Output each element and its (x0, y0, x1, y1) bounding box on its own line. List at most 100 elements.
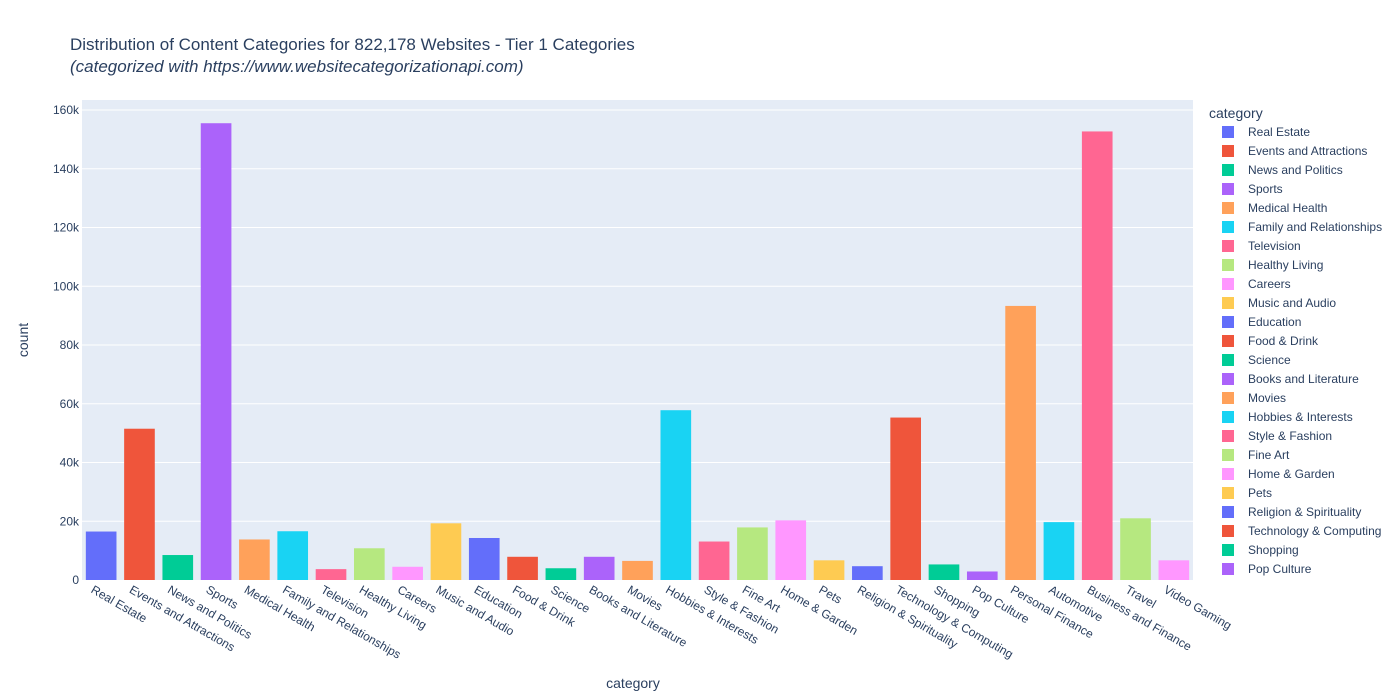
bar[interactable] (468, 537, 500, 580)
legend-swatch (1222, 411, 1234, 423)
legend-swatch (1222, 221, 1234, 233)
bar[interactable] (124, 428, 155, 580)
y-tick-label: 120k (53, 221, 80, 235)
legend-label: Sports (1248, 182, 1283, 196)
legend-label: News and Politics (1248, 163, 1343, 177)
bar[interactable] (890, 417, 921, 580)
legend-label: Healthy Living (1248, 258, 1323, 272)
legend-item[interactable]: Television (1222, 239, 1301, 253)
bar[interactable] (1043, 522, 1075, 580)
legend-item[interactable]: Hobbies & Interests (1222, 410, 1353, 424)
bar[interactable] (315, 569, 347, 580)
bar[interactable] (1158, 560, 1190, 580)
y-tick-label: 60k (60, 397, 80, 411)
bar[interactable] (775, 520, 807, 580)
legend-item[interactable]: Sports (1222, 182, 1283, 196)
legend-swatch (1222, 430, 1234, 442)
legend-item[interactable]: Home & Garden (1222, 467, 1335, 481)
bar[interactable] (392, 566, 423, 580)
legend-item[interactable]: Family and Relationships (1222, 220, 1382, 234)
bar[interactable] (545, 568, 577, 580)
bar[interactable] (966, 571, 998, 580)
legend-item[interactable]: News and Politics (1222, 163, 1343, 177)
y-axis-title: count (15, 323, 31, 357)
legend-label: Family and Relationships (1248, 220, 1382, 234)
legend-swatch (1222, 544, 1234, 556)
legend-swatch (1222, 297, 1234, 309)
x-tick-label: Video Gaming (1161, 582, 1234, 632)
bar[interactable] (928, 564, 960, 580)
legend-swatch (1222, 449, 1234, 461)
legend-label: Style & Fashion (1248, 429, 1332, 443)
bar[interactable] (162, 555, 194, 580)
legend-swatch (1222, 335, 1234, 347)
legend-title: category (1209, 105, 1263, 121)
bar[interactable] (277, 531, 309, 580)
bar[interactable] (239, 539, 270, 580)
legend-item[interactable]: Movies (1222, 391, 1286, 405)
bar[interactable] (660, 410, 692, 580)
legend-label: Books and Literature (1248, 372, 1359, 386)
chart-title: Distribution of Content Categories for 8… (70, 35, 635, 54)
legend-label: Movies (1248, 391, 1286, 405)
bar[interactable] (583, 556, 615, 580)
legend-item[interactable]: Style & Fashion (1222, 429, 1332, 443)
legend-item[interactable]: Education (1222, 315, 1301, 329)
legend-label: Religion & Spirituality (1248, 505, 1361, 519)
legend-label: Events and Attractions (1248, 144, 1367, 158)
legend-swatch (1222, 354, 1234, 366)
bar[interactable] (698, 541, 730, 580)
legend-item[interactable]: Real Estate (1222, 125, 1310, 139)
legend-swatch (1222, 259, 1234, 271)
bar[interactable] (430, 523, 462, 580)
legend-swatch (1222, 506, 1234, 518)
y-tick-label: 40k (60, 456, 80, 470)
legend-item[interactable]: Shopping (1222, 543, 1299, 557)
bar[interactable] (507, 556, 538, 580)
legend-item[interactable]: Technology & Computing (1222, 524, 1381, 538)
legend-item[interactable]: Medical Health (1222, 201, 1327, 215)
bar[interactable] (85, 531, 117, 580)
gridlines (82, 109, 1193, 522)
bar[interactable] (200, 123, 232, 580)
legend-label: Food & Drink (1248, 334, 1319, 348)
legend-label: Music and Audio (1248, 296, 1336, 310)
legend-item[interactable]: Food & Drink (1222, 334, 1319, 348)
legend-label: Medical Health (1248, 201, 1327, 215)
legend-item[interactable]: Science (1222, 353, 1291, 367)
legend-swatch (1222, 487, 1234, 499)
bars (85, 123, 1190, 580)
legend-label: Fine Art (1248, 448, 1290, 462)
legend-item[interactable]: Pop Culture (1222, 562, 1312, 576)
legend-swatch (1222, 316, 1234, 328)
bar[interactable] (354, 548, 385, 580)
bar[interactable] (852, 566, 883, 580)
chart-subtitle: (categorized with https://www.websitecat… (70, 57, 524, 76)
legend-item[interactable]: Events and Attractions (1222, 144, 1367, 158)
bar[interactable] (813, 560, 845, 580)
legend-item[interactable]: Music and Audio (1222, 296, 1336, 310)
legend-item[interactable]: Pets (1222, 486, 1272, 500)
bar[interactable] (737, 527, 768, 580)
legend-item[interactable]: Healthy Living (1222, 258, 1323, 272)
legend-item[interactable]: Books and Literature (1222, 372, 1359, 386)
legend-item[interactable]: Religion & Spirituality (1222, 505, 1361, 519)
legend-item[interactable]: Careers (1222, 277, 1291, 291)
legend-swatch (1222, 164, 1234, 176)
bar[interactable] (622, 560, 653, 580)
legend-label: Technology & Computing (1248, 524, 1381, 538)
legend-swatch (1222, 392, 1234, 404)
legend-label: Hobbies & Interests (1248, 410, 1353, 424)
legend-swatch (1222, 183, 1234, 195)
y-tick-label: 20k (60, 514, 80, 528)
legend-item[interactable]: Fine Art (1222, 448, 1290, 462)
bar[interactable] (1005, 305, 1036, 580)
legend-label: Science (1248, 353, 1291, 367)
legend-swatch (1222, 525, 1234, 537)
bar[interactable] (1120, 518, 1151, 580)
y-tick-label: 80k (60, 338, 80, 352)
bar[interactable] (1081, 131, 1113, 580)
legend-label: Pop Culture (1248, 562, 1312, 576)
legend-label: Pets (1248, 486, 1272, 500)
